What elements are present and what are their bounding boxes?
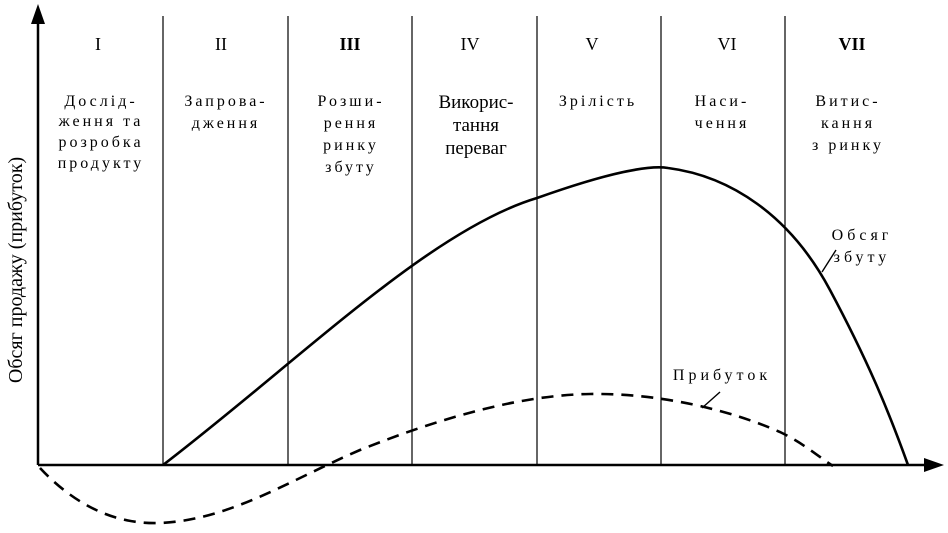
- stage-7-line-2: кання: [821, 115, 875, 132]
- stage-4-line-2: тання: [453, 115, 499, 136]
- sales-volume-curve: [162, 166, 910, 467]
- stage-numeral-3: III: [339, 34, 360, 54]
- stage-2-label: Запрова- дження: [184, 93, 267, 132]
- profit-curve: [39, 392, 834, 525]
- profit-curve-label: Прибуток: [673, 367, 771, 409]
- stage-6-line-2: чення: [695, 115, 750, 132]
- stage-3-line-1: Розши-: [317, 93, 384, 110]
- stage-numeral-5: V: [586, 34, 599, 54]
- stage-numeral-2: II: [215, 34, 227, 54]
- stage-7-line-1: Витис-: [815, 93, 880, 110]
- profit-label-leader: [701, 391, 721, 409]
- stage-4-line-3: переваг: [445, 138, 507, 159]
- stage-1-line-1: Дослід-: [64, 93, 137, 110]
- stage-4-line-1: Викорис-: [438, 92, 513, 113]
- stage-numeral-1: I: [95, 34, 101, 54]
- stage-1-label: Дослід- ження та розробка продукту: [58, 93, 145, 172]
- stage-2-line-2: дження: [192, 115, 261, 132]
- stage-numerals: I II III IV V VI VII: [95, 34, 866, 54]
- sales-label-line-2: збуту: [834, 249, 891, 266]
- stage-4-label: Викорис- тання переваг: [438, 92, 513, 159]
- stage-numeral-4: IV: [461, 34, 480, 54]
- stage-7-label: Витис- кання з ринку: [812, 93, 884, 154]
- stage-5-line-1: Зрілість: [559, 93, 637, 110]
- stage-3-line-4: збуту: [325, 159, 377, 176]
- y-axis-arrow: [31, 4, 45, 24]
- sales-label-leader: [821, 249, 837, 273]
- stage-1-line-4: продукту: [58, 155, 145, 172]
- stage-3-line-2: рення: [324, 115, 379, 132]
- stage-numeral-6: VI: [718, 34, 737, 54]
- stage-1-line-2: ження та: [58, 113, 144, 130]
- stage-6-label: Наси- чення: [695, 93, 750, 132]
- sales-label-line-1: Обсяг: [832, 227, 893, 244]
- sales-curve-label: Обсяг збуту: [821, 227, 893, 273]
- y-axis-label: Обсяг продажу (прибуток): [5, 157, 27, 383]
- stage-1-line-3: розробка: [58, 134, 143, 151]
- stage-5-label: Зрілість: [559, 93, 637, 110]
- stage-numeral-7: VII: [838, 34, 865, 54]
- stage-3-line-3: ринку: [323, 137, 379, 154]
- x-axis-arrow: [924, 458, 944, 472]
- stage-2-line-1: Запрова-: [184, 93, 267, 110]
- stage-6-line-1: Наси-: [695, 93, 750, 110]
- stage-dividers: [162, 16, 786, 465]
- stage-7-line-3: з ринку: [812, 137, 884, 154]
- profit-label-text: Прибуток: [673, 367, 771, 384]
- stage-3-label: Розши- рення ринку збуту: [317, 93, 384, 176]
